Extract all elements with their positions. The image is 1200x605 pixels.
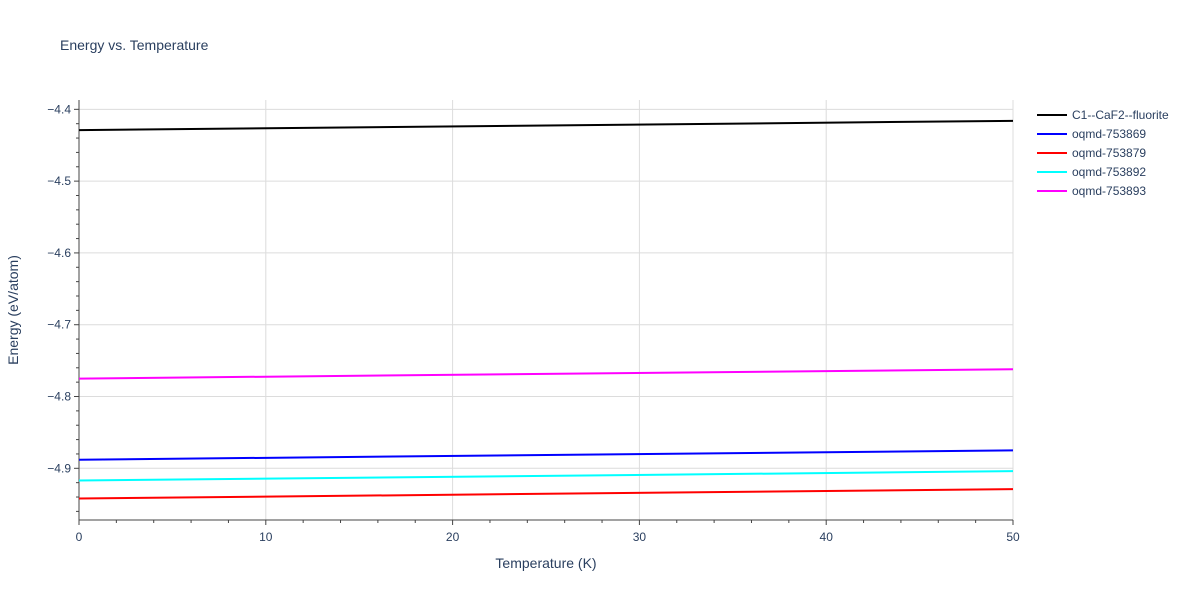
series-line	[78, 368, 1014, 380]
series-line	[78, 449, 1014, 461]
y-tick-label: −4.4	[47, 102, 71, 116]
x-tick-label: 50	[1006, 530, 1020, 544]
tick-labels: 0 10 20 30 40 50 −4.4 −4.5 −4.6 −4.7 −4.8 −4.9	[47, 102, 1020, 544]
x-tick-label: 40	[820, 530, 834, 544]
grid-lines	[79, 100, 1014, 520]
legend-label: C1--CaF2--fluorite	[1072, 108, 1169, 122]
legend[interactable]: C1--CaF2--fluorite oqmd-753869 oqmd-753879…	[1037, 108, 1169, 198]
legend-item[interactable]: oqmd-753893	[1037, 184, 1146, 198]
y-tick-label: −4.5	[47, 174, 71, 188]
y-tick-label: −4.7	[47, 318, 71, 332]
series-line	[78, 119, 1014, 132]
x-tick-label: 20	[446, 530, 460, 544]
x-tick-label: 30	[633, 530, 647, 544]
legend-item[interactable]: C1--CaF2--fluorite	[1037, 108, 1169, 122]
legend-item[interactable]: oqmd-753869	[1037, 127, 1146, 141]
axes	[74, 100, 1014, 525]
x-axis-label: Temperature (K)	[495, 555, 596, 571]
legend-label: oqmd-753893	[1072, 184, 1146, 198]
series-line	[78, 488, 1014, 500]
legend-label: oqmd-753879	[1072, 146, 1146, 160]
y-tick-label: −4.8	[47, 390, 71, 404]
y-tick-label: −4.6	[47, 246, 71, 260]
series-line	[78, 470, 1014, 482]
legend-item[interactable]: oqmd-753892	[1037, 165, 1146, 179]
legend-label: oqmd-753892	[1072, 165, 1146, 179]
series-lines	[78, 119, 1014, 500]
legend-item[interactable]: oqmd-753879	[1037, 146, 1146, 160]
y-axis-label: Energy (eV/atom)	[5, 255, 21, 365]
x-tick-label: 10	[259, 530, 273, 544]
x-tick-label: 0	[76, 530, 83, 544]
legend-label: oqmd-753869	[1072, 127, 1146, 141]
y-tick-label: −4.9	[47, 461, 71, 475]
chart-title: Energy vs. Temperature	[60, 37, 209, 53]
